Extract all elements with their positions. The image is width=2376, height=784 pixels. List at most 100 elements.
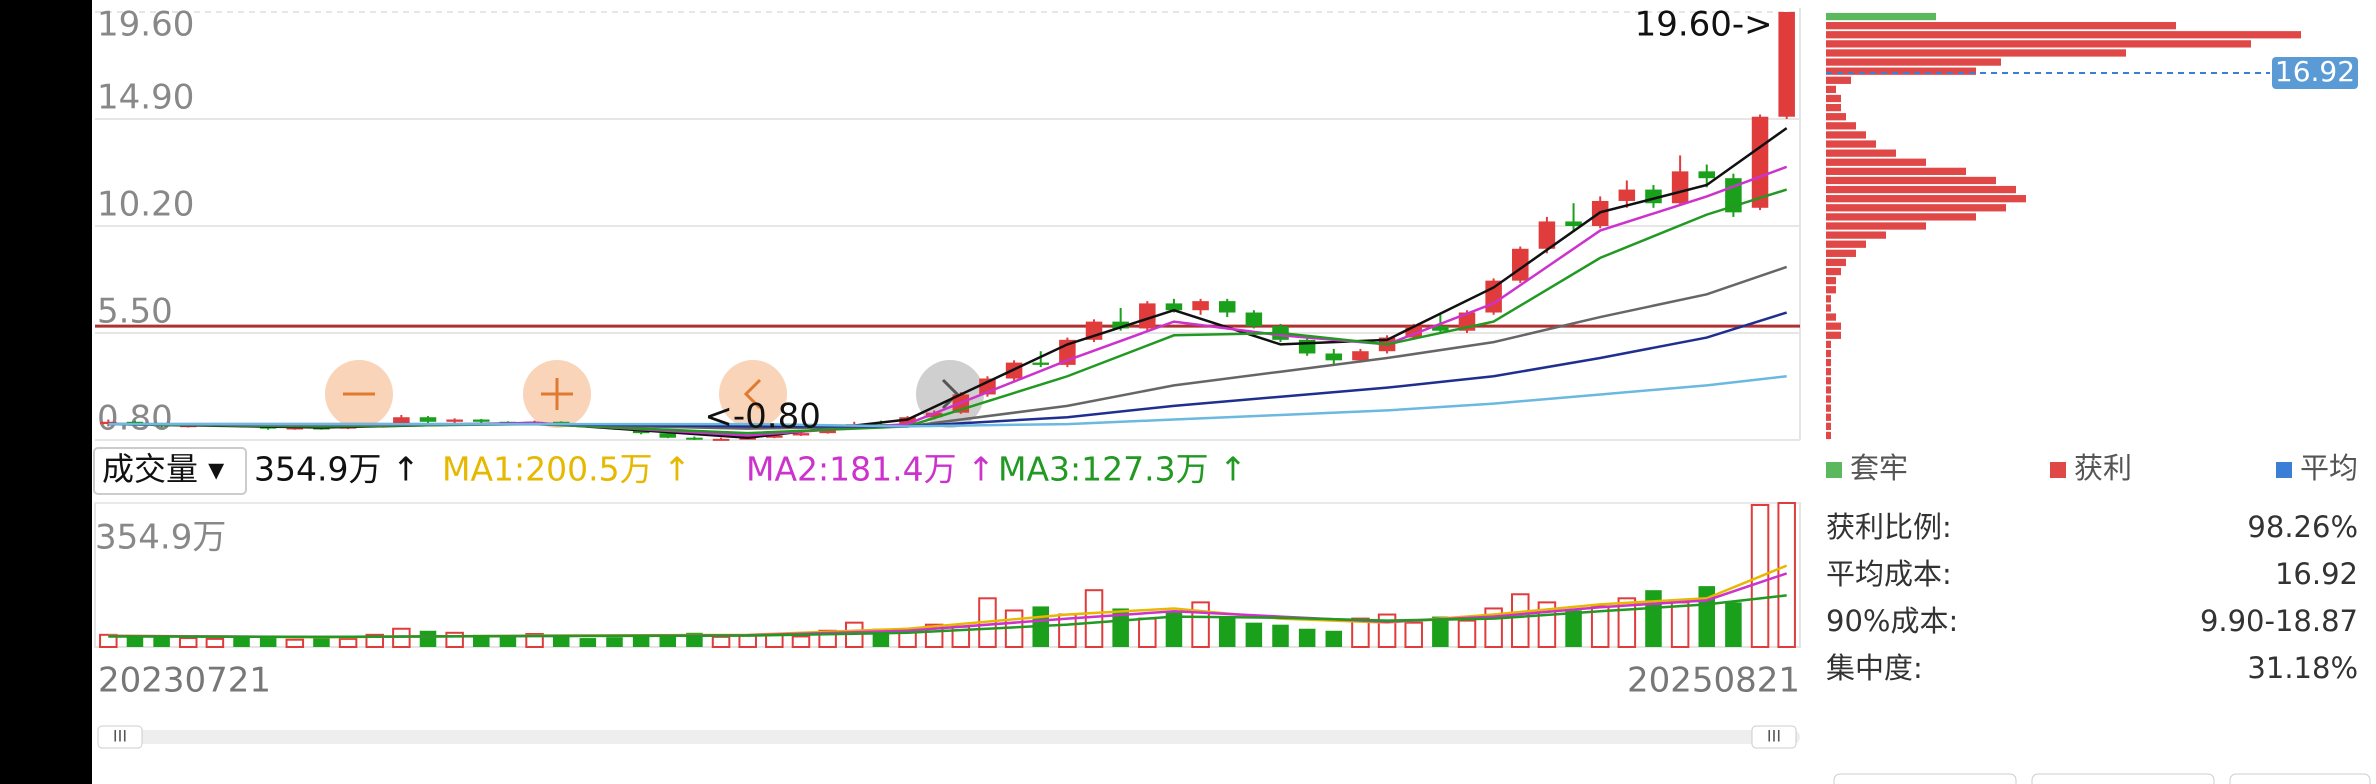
indicator-selector[interactable] <box>93 447 247 495</box>
chip-bar <box>1826 49 2126 57</box>
candle-body <box>1618 189 1636 201</box>
candle-body <box>419 417 437 422</box>
scroll-left-button[interactable] <box>719 360 787 428</box>
volume-bar <box>178 637 198 649</box>
scrollbar-handle[interactable] <box>1751 725 1797 749</box>
volume-bar <box>1457 619 1477 649</box>
chip-bar <box>1826 267 1841 276</box>
volume-bar <box>99 633 118 649</box>
volume-bar <box>365 633 384 649</box>
legend-swatch <box>2050 462 2066 478</box>
chip-bar <box>1826 76 1851 84</box>
chip-bar <box>1826 140 1876 148</box>
icon <box>941 378 960 410</box>
volume-bar <box>552 636 570 647</box>
chip-bar <box>1826 240 1866 248</box>
volume-bar <box>1750 503 1770 648</box>
chip-bar <box>1826 222 1926 230</box>
volume-bar <box>126 636 144 647</box>
volume-bar <box>338 637 358 648</box>
chip-bar <box>1826 377 1831 385</box>
volume-bar <box>1565 610 1582 647</box>
volume-bar <box>711 635 731 649</box>
low-annotation: <-0.80 <box>704 397 820 437</box>
tab-button[interactable] <box>2229 773 2371 784</box>
end-date: 20250821 <box>1627 661 1800 701</box>
volume-bar <box>153 635 170 647</box>
volume-bar <box>1377 613 1397 649</box>
left-strip <box>0 0 92 784</box>
tab-button[interactable] <box>2031 773 2215 784</box>
volume-bar <box>1404 621 1423 648</box>
y-tick-label: 10.20 <box>97 185 194 225</box>
volume-ma-line <box>108 594 1787 639</box>
stat-label: 平均成本: <box>1826 557 1952 591</box>
y-tick-label: 354.9万 <box>95 518 226 558</box>
y-tick-label: 14.90 <box>97 78 194 118</box>
candle-body <box>1698 171 1716 179</box>
scrollbar-handle[interactable] <box>97 725 143 749</box>
legend-label: 获利 <box>2074 451 2132 485</box>
candle-body <box>1405 326 1422 338</box>
chip-bar <box>1826 85 1836 94</box>
y-tick-label: 0.80 <box>97 399 173 439</box>
chip-bar <box>1826 322 1841 330</box>
stat-value: 16.92 <box>2275 557 2358 591</box>
candle-body <box>712 438 730 441</box>
volume-bar <box>1165 612 1183 647</box>
candle-body <box>792 433 810 436</box>
volume-bar <box>1537 601 1557 649</box>
chip-bar <box>1826 204 2006 212</box>
volume-legend: MA2:181.4万 ↑ <box>746 450 995 489</box>
stat-value: 9.90-18.87 <box>2200 604 2358 638</box>
chip-bar <box>1826 276 1836 285</box>
chip-bar <box>1826 413 1831 421</box>
stat-value: 31.18% <box>2247 651 2358 685</box>
candle-body <box>393 417 410 425</box>
chip-bar <box>1826 195 2026 203</box>
chip-bar <box>1826 94 1841 103</box>
volume-bar <box>419 630 437 647</box>
chip-bar <box>1826 286 1836 294</box>
chip-bar <box>1826 395 1831 403</box>
chip-bar <box>1826 122 1856 130</box>
volume-ma-line <box>108 572 1788 639</box>
candle-body <box>925 412 943 418</box>
volume-bar <box>924 623 944 648</box>
candle-body <box>766 435 783 438</box>
candle-body <box>1751 116 1769 208</box>
volume-legend: 354.9万 ↑ <box>254 450 420 489</box>
chip-bar <box>1826 368 1831 376</box>
volume-bar <box>205 637 225 648</box>
chip-bar <box>1826 331 1841 339</box>
candle-body <box>899 417 916 426</box>
candle-body <box>1139 303 1156 329</box>
stat-label: 获利比例: <box>1826 510 1952 544</box>
chip-bar <box>1826 149 1896 157</box>
volume-bar <box>1112 608 1129 647</box>
chip-bar <box>1826 176 1996 185</box>
handle-grip: III <box>113 727 127 746</box>
chip-bar <box>1826 304 1831 312</box>
volume-bar <box>313 638 330 647</box>
candle-body <box>286 427 304 430</box>
volume-bar <box>1245 622 1263 647</box>
chip-bar <box>1826 231 1886 239</box>
candle-body <box>1485 280 1502 313</box>
scrollbar-track[interactable] <box>98 730 1800 744</box>
stat-value: 98.26% <box>2247 510 2358 544</box>
volume-bar <box>659 634 677 647</box>
chip-bar <box>1826 340 1831 349</box>
chip-bar <box>1826 258 1846 267</box>
chip-bar <box>1826 67 1976 75</box>
volume-bar <box>1511 593 1530 648</box>
volume-legend: MA3:127.3万 ↑ <box>998 450 1247 489</box>
chip-bar <box>1826 131 1866 139</box>
candle-body <box>1245 312 1263 327</box>
chip-bar <box>1826 431 1831 440</box>
candle-body <box>659 433 677 438</box>
volume-bar <box>1272 624 1289 647</box>
volume-bar <box>499 635 517 647</box>
tab-button[interactable] <box>1833 773 2017 784</box>
